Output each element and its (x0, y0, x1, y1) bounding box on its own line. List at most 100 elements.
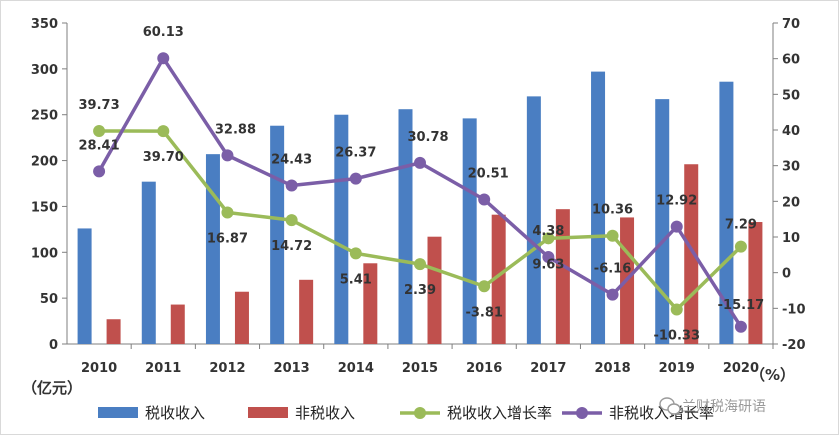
wechat-icon (659, 397, 681, 415)
bar-tax (462, 118, 477, 344)
legend-label: 非税收入增长率 (609, 404, 714, 422)
line-series (93, 52, 747, 333)
data-label-nontax-growth: 60.13 (143, 25, 184, 40)
data-label-nontax-growth: -6.16 (594, 262, 631, 277)
x-tick-label: 2017 (530, 361, 566, 376)
x-tick-label: 2014 (338, 361, 374, 376)
x-tick-label: 2019 (659, 361, 695, 376)
point-nontax-growth (349, 172, 362, 185)
point-tax-growth (93, 124, 106, 137)
legend: 税收收入 非税收入 税收收入增长率 非税收入增长率 (98, 404, 714, 422)
x-tick-label: 2016 (466, 361, 502, 376)
left-tick-label: 350 (31, 17, 58, 32)
point-nontax-growth (670, 220, 683, 233)
legend-tax: 税收收入 (98, 404, 205, 422)
right-tick-label: 0 (782, 267, 791, 282)
data-label-tax-growth: -3.81 (465, 305, 502, 320)
right-tick-label: -10 (782, 302, 806, 317)
right-tick-label: 70 (782, 17, 800, 32)
legend-marker (414, 407, 426, 419)
data-label-nontax-growth: 28.41 (79, 138, 120, 153)
x-tick-label: 2013 (274, 361, 310, 376)
point-nontax-growth (93, 165, 106, 178)
data-label-nontax-growth: 20.51 (468, 167, 509, 182)
right-tick-label: 40 (782, 124, 800, 139)
data-label-tax-growth: 39.73 (79, 98, 120, 113)
data-label-tax-growth: 10.36 (592, 203, 633, 218)
data-label-nontax-growth: 4.38 (532, 224, 564, 239)
data-label-nontax-growth: 24.43 (271, 153, 312, 168)
data-label-nontax-growth: 26.37 (335, 146, 376, 161)
point-tax-growth (414, 258, 426, 271)
bar-nontax (170, 304, 185, 344)
x-tick-label: 2010 (81, 361, 117, 376)
point-nontax-growth (734, 320, 747, 333)
data-label-tax-growth: -10.33 (653, 329, 700, 344)
point-tax-growth (606, 229, 619, 242)
x-tick-label: 2011 (145, 361, 181, 376)
left-tick-label: 50 (40, 292, 58, 307)
point-nontax-growth (606, 288, 619, 301)
point-tax-growth (542, 232, 555, 245)
legend-marker (576, 407, 588, 419)
bar-nontax (427, 236, 442, 344)
bar-nontax (555, 209, 570, 344)
data-label-tax-growth: 9.63 (532, 257, 564, 272)
bar-tax (141, 181, 156, 344)
data-label-nontax-growth: 30.78 (407, 130, 448, 145)
legend-swatch (248, 407, 288, 418)
data-label-tax-growth: 14.72 (271, 239, 312, 254)
point-nontax-growth (478, 193, 491, 206)
bar-nontax (748, 222, 763, 344)
bar-tax (655, 99, 670, 344)
point-tax-growth (349, 247, 362, 260)
left-axis-unit: （亿元） (22, 379, 82, 397)
right-tick-label: -20 (782, 338, 806, 353)
bar-tax (719, 81, 734, 344)
point-nontax-growth (542, 251, 555, 264)
data-label-tax-growth: 7.29 (725, 218, 757, 233)
data-labels: 39.73 39.70 16.87 14.72 5.41 2.39 -3.81 9.63 10.… (79, 25, 765, 343)
data-label-tax-growth: 5.41 (340, 272, 372, 287)
right-tick-label: 50 (782, 88, 800, 103)
left-tick-label: 150 (31, 200, 58, 215)
point-nontax-growth (157, 52, 170, 65)
bar-tax (77, 228, 92, 344)
point-nontax-growth (285, 179, 298, 192)
x-tick-label: 2012 (209, 361, 245, 376)
bar-nontax (106, 319, 121, 344)
x-tick-label: 2015 (402, 361, 438, 376)
bar-tax (205, 154, 220, 344)
point-tax-growth (734, 240, 747, 253)
point-tax-growth (285, 214, 298, 227)
x-tick-label: 2018 (594, 361, 630, 376)
bar-nontax (363, 263, 378, 344)
data-label-nontax-growth: -15.17 (718, 298, 765, 313)
right-tick-label: 20 (782, 195, 800, 210)
right-tick-label: 30 (782, 160, 800, 175)
bar-tax (526, 96, 541, 344)
point-tax-growth (157, 125, 170, 138)
x-tick-label: 2020 (723, 361, 759, 376)
right-tick-label: 10 (782, 231, 800, 246)
point-tax-growth (221, 206, 234, 219)
right-axis-unit: （%） (750, 366, 795, 384)
right-tick-label: 60 (782, 53, 800, 68)
watermark-text: 兰财税海研语 (682, 399, 766, 415)
axes: 0 50 100 150 200 250 300 350 -20 -10 0 10 20 30 40 50 60… (31, 17, 806, 376)
data-label-nontax-growth: 12.92 (656, 194, 697, 209)
legend-label: 非税收入 (295, 404, 355, 422)
watermark: 兰财税海研语 (659, 397, 766, 415)
left-tick-label: 200 (31, 155, 58, 170)
left-tick-label: 0 (49, 338, 58, 353)
data-label-tax-growth: 16.87 (207, 231, 248, 246)
left-tick-label: 250 (31, 109, 58, 124)
legend-label: 税收收入增长率 (447, 404, 552, 422)
bar-nontax (491, 214, 506, 344)
legend-nontax: 非税收入 (248, 404, 355, 422)
point-tax-growth (670, 303, 683, 316)
legend-swatch (98, 407, 138, 418)
data-label-nontax-growth: 32.88 (215, 122, 256, 137)
